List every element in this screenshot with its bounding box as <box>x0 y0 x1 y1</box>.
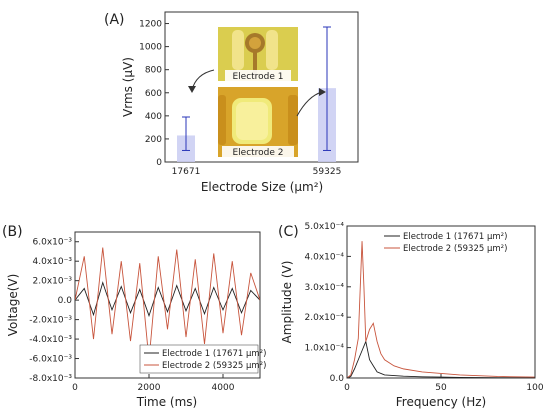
ytick-label-b-2: 2.0x10⁻³ <box>33 277 73 287</box>
xtick-label-b-4000: 4000 <box>212 383 235 393</box>
chart-b-frame <box>74 231 261 379</box>
panel-label-a: (A) <box>104 12 125 28</box>
xtick-label-a-59325: 59325 <box>313 167 342 177</box>
chart-b-xlabel: Time (ms) <box>136 395 198 409</box>
ytick-label-b-7: -8.0x10⁻³ <box>29 374 72 384</box>
xtick-label-b-2000: 2000 <box>138 383 161 393</box>
panel-label-c: (C) <box>278 224 299 240</box>
chart-c-legend: Electrode 1 (17671 μm²) Electrode 2 (593… <box>384 232 507 254</box>
ytick-label-b-6: -6.0x10⁻³ <box>29 355 72 365</box>
chart-c-xlabel: Frequency (Hz) <box>396 395 487 409</box>
chart-b-ylabel: Voltage(V) <box>6 274 20 337</box>
line-c-series-2 <box>347 241 535 378</box>
arrow-electrode-1-head <box>188 86 196 93</box>
panel-label-b: (B) <box>2 224 23 240</box>
chart-b-legend: Electrode 1 (17671 μm²) Electrode 2 (593… <box>139 344 266 374</box>
ytick-label-a-0: 0 <box>156 158 162 168</box>
xtick-label-b-0: 0 <box>72 383 78 393</box>
ytick-label-c-2: 3.0x10⁻⁴ <box>305 283 345 293</box>
ytick-label-a-600: 600 <box>145 89 162 99</box>
chart-c: 5.0x10⁻⁴ 4.0x10⁻⁴ 3.0x10⁻⁴ 2.0x10⁻⁴ 1.0x10⁻⁴… <box>280 222 544 409</box>
chart-b: 6.0x10⁻³ 4.0x10⁻³ 2.0x10⁻³ 0.0 -2.0x10⁻³ -4.0… <box>6 231 266 409</box>
line-b-series-2 <box>75 247 260 361</box>
chart-a-frame <box>164 11 359 163</box>
ytick-label-a-200: 200 <box>145 135 162 145</box>
ytick-label-a-1200: 1200 <box>139 20 162 30</box>
chart-b-legend-2: Electrode 2 (59325 μm²) <box>162 361 266 371</box>
xtick-label-c-0: 0 <box>344 383 350 393</box>
ytick-label-c-1: 4.0x10⁻⁴ <box>305 252 345 262</box>
ytick-label-b-1: 4.0x10⁻³ <box>33 257 73 267</box>
ytick-label-a-1000: 1000 <box>139 43 162 53</box>
ytick-label-b-3: 0.0 <box>58 296 73 306</box>
ytick-label-c-5: 0.0 <box>330 374 345 384</box>
chart-c-legend-1: Electrode 1 (17671 μm²) <box>403 232 507 242</box>
ytick-label-c-4: 1.0x10⁻⁴ <box>305 344 345 354</box>
electrode-2-label: Electrode 2 <box>232 148 283 158</box>
xtick-label-c-100: 100 <box>526 383 543 393</box>
chart-a-ylabel: Vrms (μV) <box>121 57 135 117</box>
ytick-label-b-0: 6.0x10⁻³ <box>33 238 73 248</box>
ytick-label-c-3: 2.0x10⁻⁴ <box>305 313 345 323</box>
chart-a: 0 200 400 600 800 1000 1200 17671 59325 Electro… <box>121 11 359 194</box>
line-b-series-1 <box>75 281 260 318</box>
ytick-label-c-0: 5.0x10⁻⁴ <box>305 222 345 232</box>
electrode-1-image <box>218 27 298 81</box>
xtick-label-c-50: 50 <box>435 383 447 393</box>
ytick-label-a-800: 800 <box>145 66 162 76</box>
electrode-1-label: Electrode 1 <box>232 72 283 82</box>
chart-c-legend-2: Electrode 2 (59325 μm²) <box>403 244 507 254</box>
line-c-series-1 <box>347 339 535 378</box>
ytick-label-b-5: -4.0x10⁻³ <box>29 335 72 345</box>
ytick-label-b-4: -2.0x10⁻³ <box>29 316 72 326</box>
arrow-electrode-2-head <box>319 88 326 96</box>
chart-c-ylabel: Amplitude (V) <box>280 261 294 344</box>
chart-a-xlabel: Electrode Size (μm²) <box>201 180 323 194</box>
ytick-label-a-400: 400 <box>145 112 162 122</box>
xtick-label-a-17671: 17671 <box>172 167 201 177</box>
electrode-2-image <box>218 87 298 157</box>
chart-b-legend-1: Electrode 1 (17671 μm²) <box>162 349 266 359</box>
